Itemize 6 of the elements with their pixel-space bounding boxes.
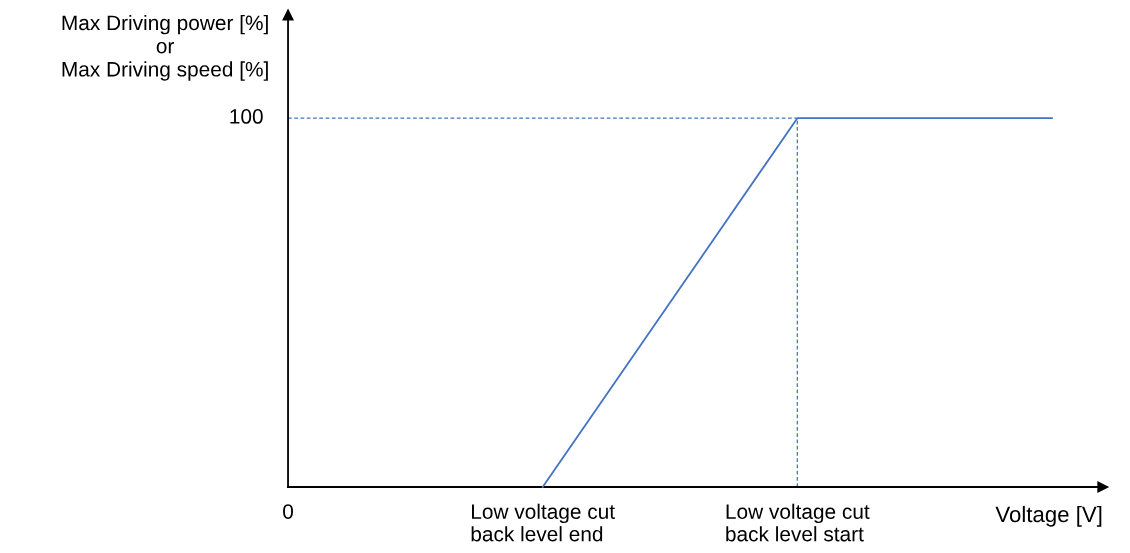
- y-axis-title: Max Driving power [%] or Max Driving speed [%]: [62, 14, 268, 81]
- x-tick-label: Low voltage cut back level start: [726, 503, 870, 542]
- x-tick-label: Low voltage cut back level end: [471, 503, 615, 542]
- x-tick-label: 0: [283, 504, 294, 519]
- ref-line-label: 100: [230, 109, 263, 124]
- x-axis-title: Voltage [V]: [995, 505, 1102, 527]
